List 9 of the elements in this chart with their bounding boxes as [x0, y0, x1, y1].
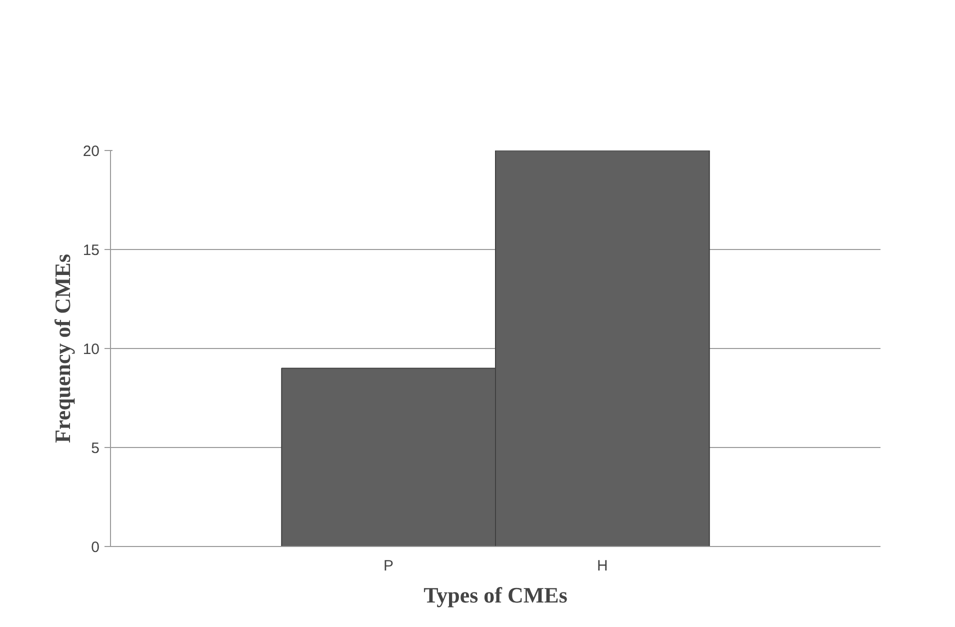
- x-tick-label: H: [597, 558, 608, 574]
- x-tick-label: P: [384, 558, 394, 574]
- y-tick-label: 20: [82, 143, 100, 160]
- y-tick-label: 0: [91, 539, 100, 556]
- x-axis-title: Types of CMEs: [424, 582, 568, 608]
- y-axis-title: Frequency of CMEs: [50, 254, 75, 444]
- y-tick-label: 15: [82, 242, 100, 259]
- y-tick-label: 5: [91, 440, 100, 457]
- y-tick-label: 10: [82, 341, 100, 358]
